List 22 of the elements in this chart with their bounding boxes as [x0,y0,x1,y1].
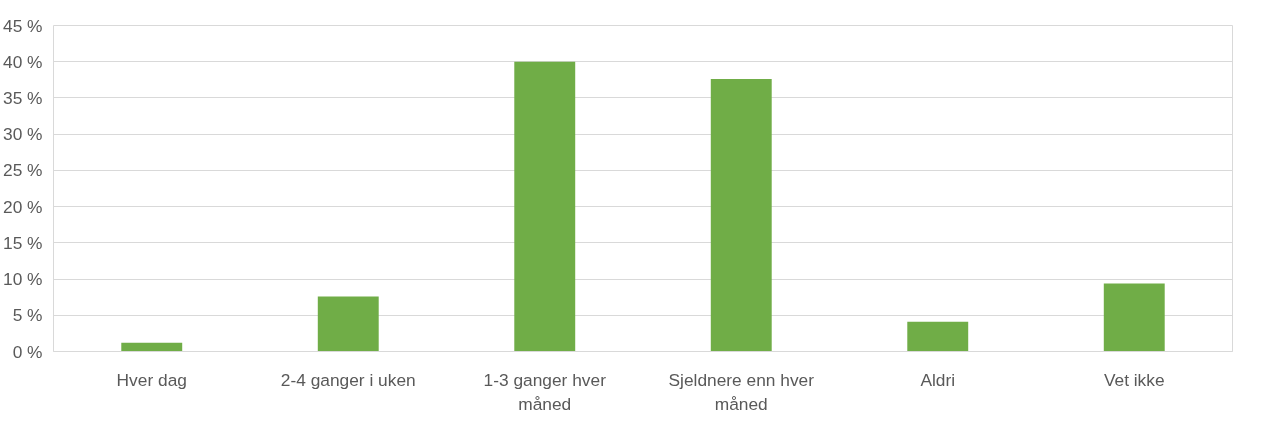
y-tick-label: 35 % [3,87,43,108]
x-tick-label: 2-4 ganger i uken [280,369,416,390]
bar [710,79,772,352]
bar [1103,283,1165,352]
y-tick-label: 10 % [3,269,43,290]
y-tick-label: 45 % [3,15,43,36]
x-tick-label: Hver dag [116,369,187,390]
y-tick-label: 20 % [3,196,43,217]
y-tick-label: 0 % [12,341,43,362]
bar [514,61,576,352]
y-tick-label: 5 % [12,305,43,326]
bar [317,296,379,352]
x-tick-label: Vet ikke [1103,369,1165,390]
bar [907,321,969,352]
bar [121,342,183,352]
x-tick-label: 1-3 ganger hver måned [483,369,607,414]
x-tick-label: Sjeldnere enn hver måned [668,369,815,414]
y-tick-label: 25 % [3,160,43,181]
y-tick-label: 30 % [3,124,43,145]
y-tick-label: 40 % [3,51,43,72]
x-tick-label: Aldri [920,369,956,390]
y-tick-label: 15 % [3,232,43,253]
